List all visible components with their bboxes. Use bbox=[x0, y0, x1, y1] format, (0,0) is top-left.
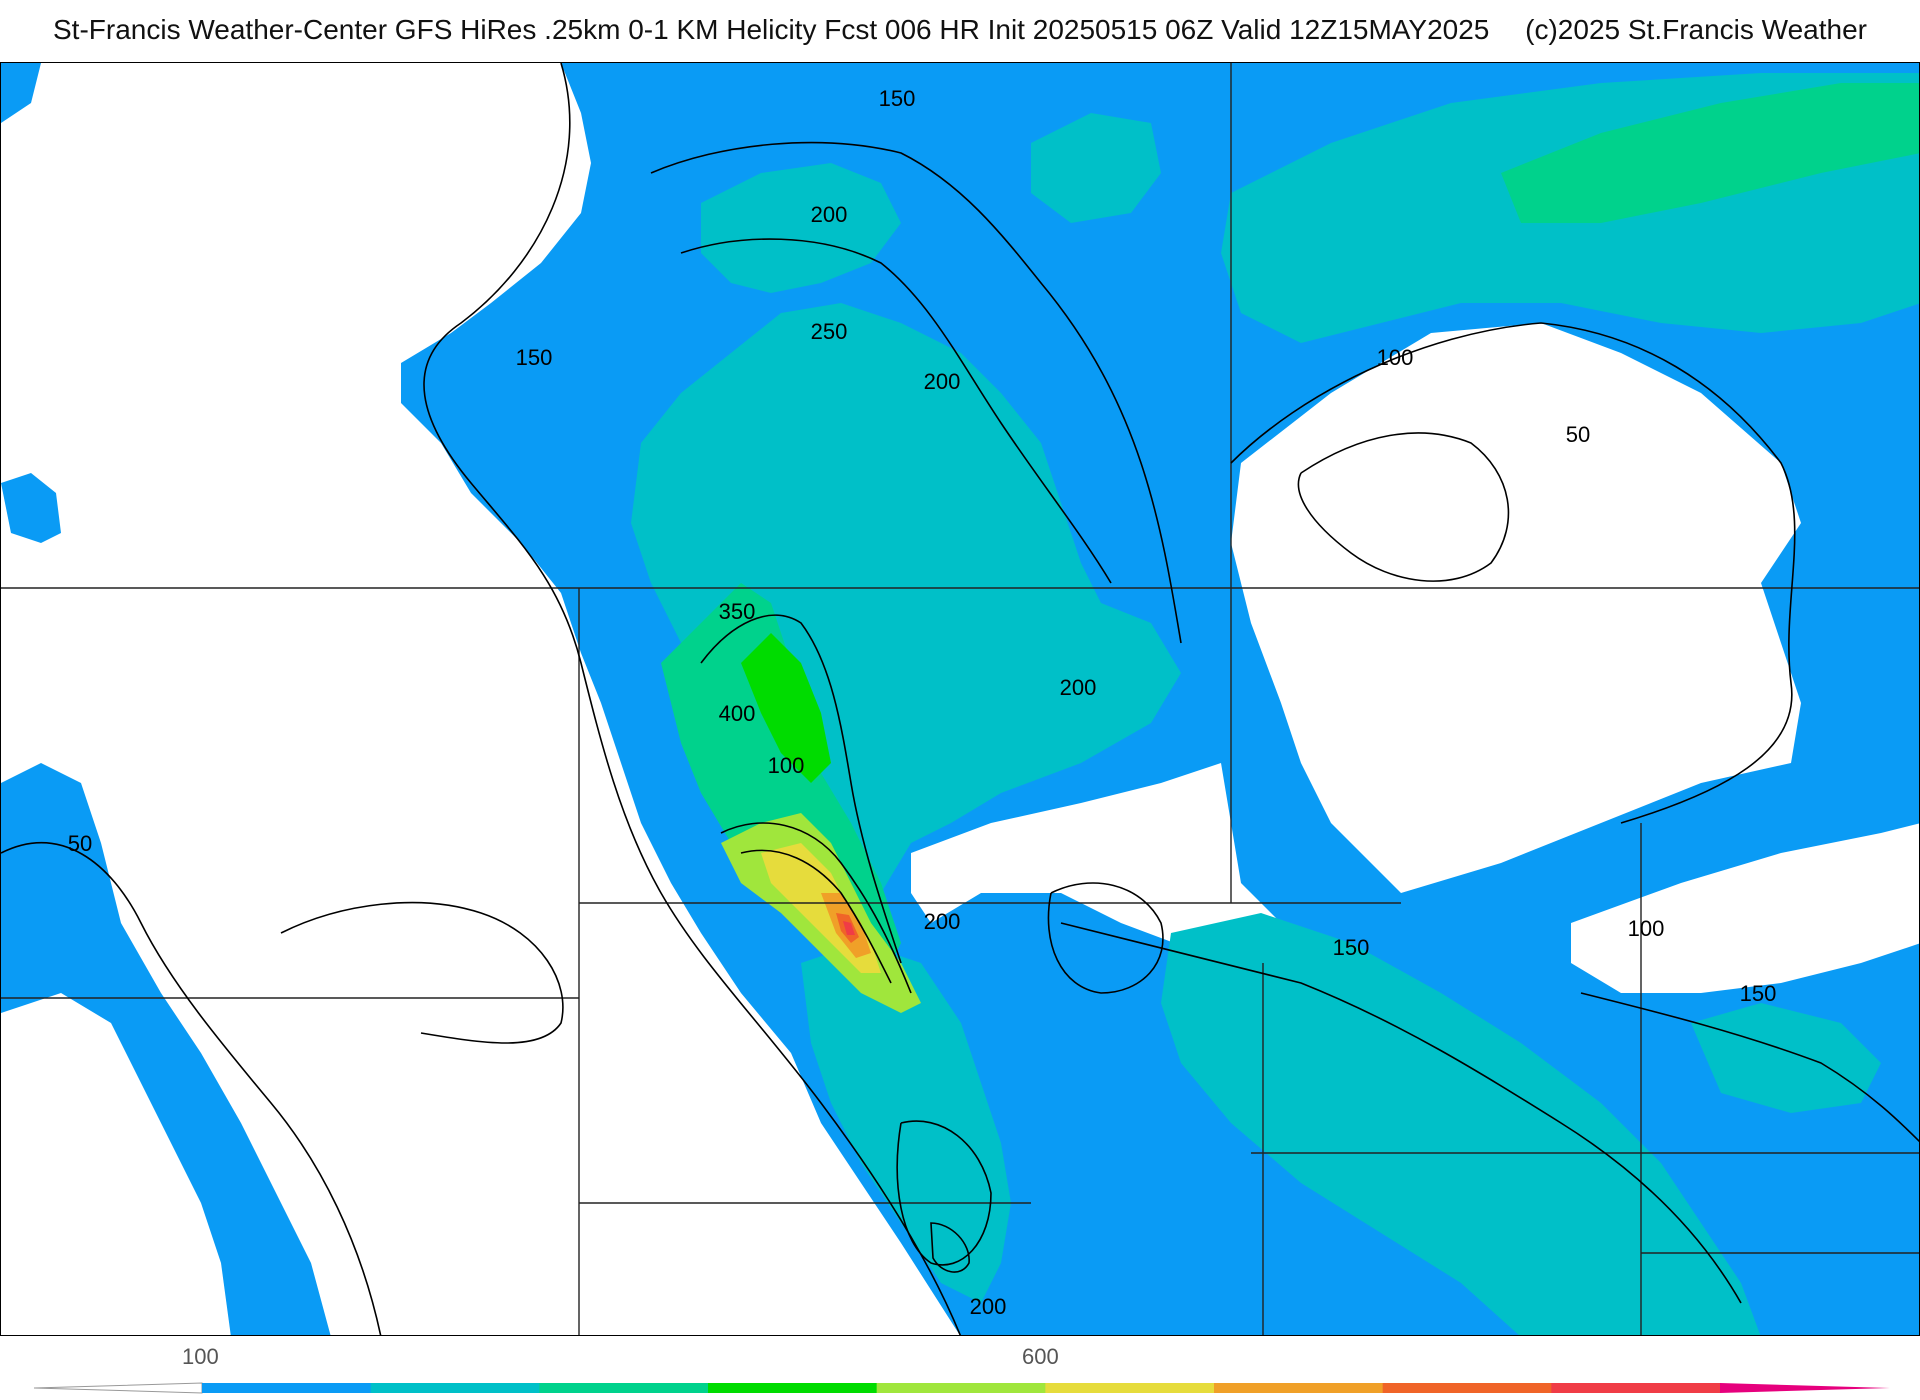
contour-label: 200 bbox=[924, 909, 961, 934]
contour-line bbox=[280, 901, 564, 1044]
contour-line bbox=[1060, 922, 1742, 1304]
contour-line bbox=[1047, 882, 1164, 994]
contour-label: 150 bbox=[1740, 981, 1777, 1006]
colorbar-segment bbox=[1382, 1383, 1552, 1393]
colorbar-segment bbox=[1551, 1383, 1721, 1393]
colorbar-left-tip bbox=[33, 1382, 203, 1394]
helicity-area-teal-ne bbox=[1501, 83, 1919, 223]
map-header: St-Francis Weather-Center GFS HiRes .25k… bbox=[0, 14, 1920, 54]
contour-line bbox=[1580, 992, 1919, 1143]
colorbar-tick-600: 600 bbox=[1022, 1344, 1059, 1369]
colorbar-segment bbox=[708, 1383, 878, 1393]
colorbar-segment bbox=[539, 1383, 709, 1393]
contour-line bbox=[930, 1222, 970, 1273]
contour-label: 200 bbox=[970, 1294, 1007, 1319]
colorbar-right-tip bbox=[1720, 1383, 1890, 1393]
map-title: St-Francis Weather-Center GFS HiRes .25k… bbox=[53, 14, 1490, 45]
helicity-map: 150 200 250 200 150 100 50 350 200 400 1… bbox=[1, 63, 1919, 1335]
helicity-area-blue-w-blob bbox=[1, 473, 61, 543]
contour-line bbox=[1297, 432, 1510, 582]
colorbar-segment bbox=[370, 1383, 540, 1393]
helicity-contours bbox=[1, 63, 1919, 1335]
contour-line bbox=[740, 849, 892, 984]
helicity-area-cyan-nw bbox=[701, 163, 901, 293]
contour-line bbox=[680, 238, 1112, 584]
helicity-area-white-ne bbox=[1231, 323, 1801, 893]
helicity-area-blue-nw-edge bbox=[1, 63, 41, 123]
contour-label: 200 bbox=[1060, 675, 1097, 700]
contour-labels: 150 200 250 200 150 100 50 350 200 400 1… bbox=[68, 86, 1777, 1319]
colorbar-tick-100: 100 bbox=[182, 1344, 219, 1369]
helicity-area-cyan-south bbox=[801, 943, 1011, 1303]
contour-line bbox=[423, 63, 962, 1335]
colorbar-segment bbox=[1045, 1383, 1215, 1393]
contour-line bbox=[700, 614, 902, 964]
colorbar-segment bbox=[1214, 1383, 1384, 1393]
copyright-text: (c)2025 St.Francis Weather bbox=[1525, 14, 1867, 45]
colorbar bbox=[33, 1382, 1890, 1394]
contour-line bbox=[896, 1120, 992, 1266]
contour-line bbox=[1, 842, 382, 1335]
contour-label: 350 bbox=[719, 599, 756, 624]
colorbar-segment bbox=[202, 1383, 372, 1393]
contour-label: 100 bbox=[1377, 345, 1414, 370]
colorbar-segment bbox=[876, 1383, 1046, 1393]
contour-label: 150 bbox=[879, 86, 916, 111]
contour-label: 400 bbox=[719, 701, 756, 726]
contour-label: 250 bbox=[811, 319, 848, 344]
helicity-area-white-west bbox=[1, 993, 231, 1335]
colorbar-segments bbox=[202, 1383, 1721, 1393]
helicity-area-white-central bbox=[911, 763, 1301, 973]
contour-label: 150 bbox=[516, 345, 553, 370]
contour-label: 50 bbox=[1566, 422, 1590, 447]
contour-label: 100 bbox=[1628, 916, 1665, 941]
contour-line bbox=[720, 822, 912, 994]
helicity-area-green bbox=[741, 633, 831, 783]
contour-line bbox=[650, 141, 1182, 644]
contour-label: 100 bbox=[768, 753, 805, 778]
contour-label: 150 bbox=[1333, 935, 1370, 960]
helicity-area-cyan-top bbox=[1031, 113, 1161, 223]
contour-line bbox=[1230, 322, 1796, 824]
helicity-area-cyan-east bbox=[1691, 1003, 1881, 1113]
helicity-area-cyan-se bbox=[1161, 913, 1761, 1335]
state-borders bbox=[1, 63, 1919, 1335]
helicity-area-white-east bbox=[1571, 823, 1919, 993]
contour-label: 200 bbox=[924, 369, 961, 394]
contour-label: 200 bbox=[811, 202, 848, 227]
contour-label: 50 bbox=[68, 831, 92, 856]
map-area[interactable]: 150 200 250 200 150 100 50 350 200 400 1… bbox=[0, 62, 1920, 1336]
helicity-area-magenta bbox=[843, 921, 855, 935]
